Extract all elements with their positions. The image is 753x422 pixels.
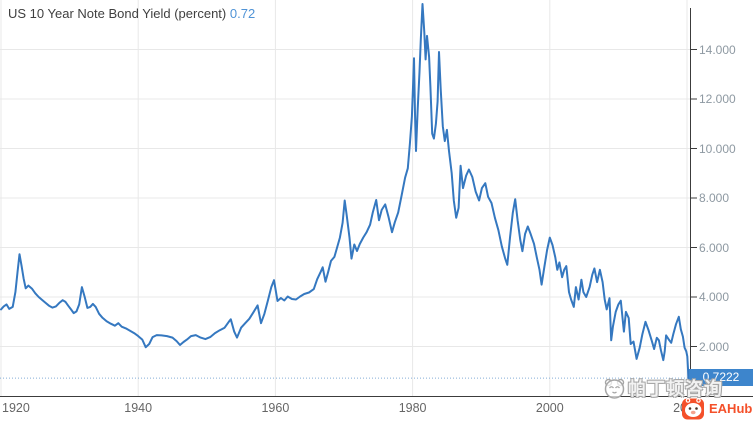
eahub-logo: EAHub [681,396,752,421]
eahub-label: EAHub [709,401,753,416]
current-value-badge: 0.7222 [689,369,753,386]
y-axis-label-14.000: 14.000 [699,42,736,57]
eahub-icon [682,398,704,420]
x-axis-label-1940: 1940 [124,401,153,415]
x-axis-label-1980: 1980 [398,401,427,415]
y-axis-label-6.000: 6.000 [699,240,730,255]
x-axis-label-2000: 2000 [535,401,564,415]
chart-title-text: US 10 Year Note Bond Yield (percent) [8,6,227,21]
y-axis-label-10.000: 10.000 [699,141,736,156]
y-axis-label-12.000: 12.000 [699,92,736,106]
y-axis-label-8.000: 8.000 [699,191,730,205]
panda-icon [604,378,625,399]
paddington-watermark-text: 帕丁顿咨询 [628,378,723,399]
y-axis-label-2.000: 2.000 [699,339,730,354]
paddington-watermark: 帕丁顿咨询 [601,374,723,401]
chart-title-value: 0.72 [229,6,256,21]
x-axis-label-1920: 1920 [2,401,30,415]
chart-title: US 10 Year Note Bond Yield (percent) 0.7… [8,6,255,21]
x-axis-label-1960: 1960 [261,401,290,415]
y-axis-label-4.000: 4.000 [699,290,730,304]
yield-series-line [0,3,690,380]
